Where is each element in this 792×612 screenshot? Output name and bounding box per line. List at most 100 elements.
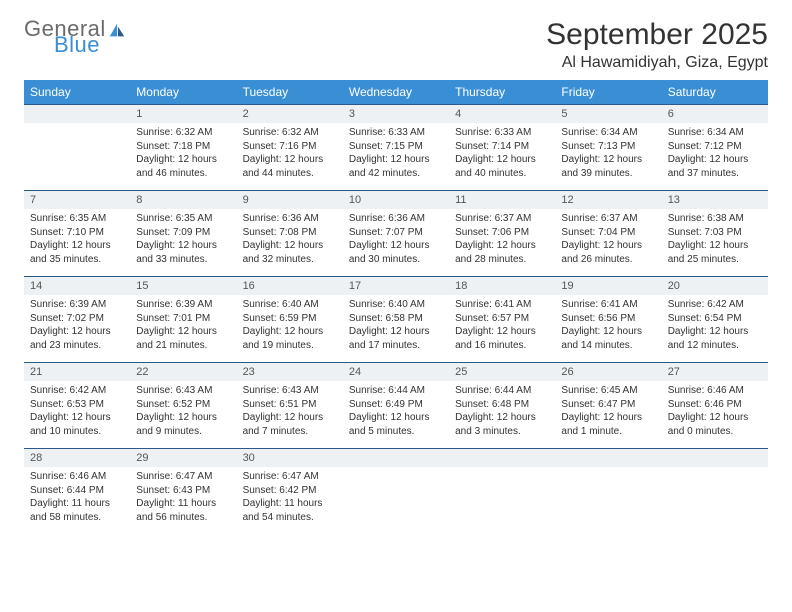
day-number: 1 <box>130 104 236 123</box>
day-number: 12 <box>555 190 661 209</box>
calendar-day-cell: 3Sunrise: 6:33 AMSunset: 7:15 PMDaylight… <box>343 104 449 190</box>
daylight-text: Daylight: 12 hours <box>349 153 443 167</box>
day-number: 23 <box>237 362 343 381</box>
weekday-header: Monday <box>130 80 236 104</box>
day-details <box>343 467 449 476</box>
calendar-empty-cell <box>24 104 130 190</box>
day-details: Sunrise: 6:34 AMSunset: 7:13 PMDaylight:… <box>555 123 661 186</box>
sunset-text: Sunset: 7:16 PM <box>243 140 337 154</box>
daylight-text: Daylight: 12 hours <box>349 239 443 253</box>
sunrise-text: Sunrise: 6:36 AM <box>243 212 337 226</box>
daylight-text: Daylight: 12 hours <box>668 239 762 253</box>
calendar-day-cell: 9Sunrise: 6:36 AMSunset: 7:08 PMDaylight… <box>237 190 343 276</box>
weekday-header: Saturday <box>662 80 768 104</box>
day-number: 6 <box>662 104 768 123</box>
calendar-day-cell: 26Sunrise: 6:45 AMSunset: 6:47 PMDayligh… <box>555 362 661 448</box>
day-number: 20 <box>662 276 768 295</box>
calendar-day-cell: 6Sunrise: 6:34 AMSunset: 7:12 PMDaylight… <box>662 104 768 190</box>
day-details <box>555 467 661 476</box>
sunrise-text: Sunrise: 6:43 AM <box>243 384 337 398</box>
daylight-text: Daylight: 12 hours <box>455 239 549 253</box>
calendar-day-cell: 12Sunrise: 6:37 AMSunset: 7:04 PMDayligh… <box>555 190 661 276</box>
weekday-header: Sunday <box>24 80 130 104</box>
daylight-text: Daylight: 11 hours <box>243 497 337 511</box>
day-details: Sunrise: 6:46 AMSunset: 6:44 PMDaylight:… <box>24 467 130 530</box>
daylight-text: Daylight: 12 hours <box>561 411 655 425</box>
logo-text-blue: Blue <box>54 34 126 56</box>
day-number <box>24 104 130 123</box>
sunset-text: Sunset: 6:42 PM <box>243 484 337 498</box>
day-details: Sunrise: 6:44 AMSunset: 6:49 PMDaylight:… <box>343 381 449 444</box>
day-details: Sunrise: 6:39 AMSunset: 7:02 PMDaylight:… <box>24 295 130 358</box>
calendar-day-cell: 16Sunrise: 6:40 AMSunset: 6:59 PMDayligh… <box>237 276 343 362</box>
day-number: 14 <box>24 276 130 295</box>
day-number: 25 <box>449 362 555 381</box>
day-details: Sunrise: 6:38 AMSunset: 7:03 PMDaylight:… <box>662 209 768 272</box>
sunset-text: Sunset: 7:01 PM <box>136 312 230 326</box>
day-number: 10 <box>343 190 449 209</box>
daylight-text: and 28 minutes. <box>455 253 549 267</box>
daylight-text: Daylight: 12 hours <box>243 325 337 339</box>
day-details: Sunrise: 6:39 AMSunset: 7:01 PMDaylight:… <box>130 295 236 358</box>
sunset-text: Sunset: 7:07 PM <box>349 226 443 240</box>
day-number: 17 <box>343 276 449 295</box>
calendar-day-cell: 7Sunrise: 6:35 AMSunset: 7:10 PMDaylight… <box>24 190 130 276</box>
day-details: Sunrise: 6:46 AMSunset: 6:46 PMDaylight:… <box>662 381 768 444</box>
sunrise-text: Sunrise: 6:44 AM <box>349 384 443 398</box>
logo: General Blue <box>24 18 126 56</box>
day-details: Sunrise: 6:40 AMSunset: 6:58 PMDaylight:… <box>343 295 449 358</box>
sunrise-text: Sunrise: 6:45 AM <box>561 384 655 398</box>
sunrise-text: Sunrise: 6:42 AM <box>668 298 762 312</box>
sunrise-text: Sunrise: 6:47 AM <box>136 470 230 484</box>
calendar-day-cell: 17Sunrise: 6:40 AMSunset: 6:58 PMDayligh… <box>343 276 449 362</box>
weekday-header: Tuesday <box>237 80 343 104</box>
daylight-text: and 25 minutes. <box>668 253 762 267</box>
daylight-text: Daylight: 12 hours <box>668 325 762 339</box>
day-details: Sunrise: 6:45 AMSunset: 6:47 PMDaylight:… <box>555 381 661 444</box>
calendar-day-cell: 10Sunrise: 6:36 AMSunset: 7:07 PMDayligh… <box>343 190 449 276</box>
day-number: 15 <box>130 276 236 295</box>
daylight-text: Daylight: 12 hours <box>243 153 337 167</box>
daylight-text: Daylight: 12 hours <box>30 411 124 425</box>
day-details: Sunrise: 6:47 AMSunset: 6:42 PMDaylight:… <box>237 467 343 530</box>
daylight-text: and 46 minutes. <box>136 167 230 181</box>
calendar-day-cell: 14Sunrise: 6:39 AMSunset: 7:02 PMDayligh… <box>24 276 130 362</box>
daylight-text: Daylight: 12 hours <box>136 411 230 425</box>
calendar-day-cell: 11Sunrise: 6:37 AMSunset: 7:06 PMDayligh… <box>449 190 555 276</box>
sunset-text: Sunset: 7:15 PM <box>349 140 443 154</box>
weekday-header: Thursday <box>449 80 555 104</box>
sunrise-text: Sunrise: 6:46 AM <box>668 384 762 398</box>
day-number: 13 <box>662 190 768 209</box>
daylight-text: Daylight: 12 hours <box>561 239 655 253</box>
sunrise-text: Sunrise: 6:40 AM <box>349 298 443 312</box>
daylight-text: and 58 minutes. <box>30 511 124 525</box>
daylight-text: and 54 minutes. <box>243 511 337 525</box>
sunrise-text: Sunrise: 6:35 AM <box>30 212 124 226</box>
calendar-day-cell: 1Sunrise: 6:32 AMSunset: 7:18 PMDaylight… <box>130 104 236 190</box>
calendar-week-row: 28Sunrise: 6:46 AMSunset: 6:44 PMDayligh… <box>24 448 768 534</box>
day-details: Sunrise: 6:43 AMSunset: 6:52 PMDaylight:… <box>130 381 236 444</box>
daylight-text: and 32 minutes. <box>243 253 337 267</box>
daylight-text: Daylight: 11 hours <box>136 497 230 511</box>
day-number: 26 <box>555 362 661 381</box>
day-details: Sunrise: 6:43 AMSunset: 6:51 PMDaylight:… <box>237 381 343 444</box>
daylight-text: Daylight: 12 hours <box>243 411 337 425</box>
daylight-text: Daylight: 12 hours <box>30 325 124 339</box>
sunset-text: Sunset: 6:53 PM <box>30 398 124 412</box>
day-number: 3 <box>343 104 449 123</box>
daylight-text: and 1 minute. <box>561 425 655 439</box>
sunset-text: Sunset: 7:03 PM <box>668 226 762 240</box>
daylight-text: Daylight: 12 hours <box>561 325 655 339</box>
sunrise-text: Sunrise: 6:37 AM <box>561 212 655 226</box>
sunset-text: Sunset: 7:10 PM <box>30 226 124 240</box>
day-number: 11 <box>449 190 555 209</box>
daylight-text: Daylight: 12 hours <box>136 239 230 253</box>
sunset-text: Sunset: 6:44 PM <box>30 484 124 498</box>
calendar-day-cell: 21Sunrise: 6:42 AMSunset: 6:53 PMDayligh… <box>24 362 130 448</box>
sunrise-text: Sunrise: 6:46 AM <box>30 470 124 484</box>
calendar-day-cell: 19Sunrise: 6:41 AMSunset: 6:56 PMDayligh… <box>555 276 661 362</box>
calendar-day-cell: 15Sunrise: 6:39 AMSunset: 7:01 PMDayligh… <box>130 276 236 362</box>
sunset-text: Sunset: 7:02 PM <box>30 312 124 326</box>
day-details: Sunrise: 6:33 AMSunset: 7:15 PMDaylight:… <box>343 123 449 186</box>
sunset-text: Sunset: 6:54 PM <box>668 312 762 326</box>
